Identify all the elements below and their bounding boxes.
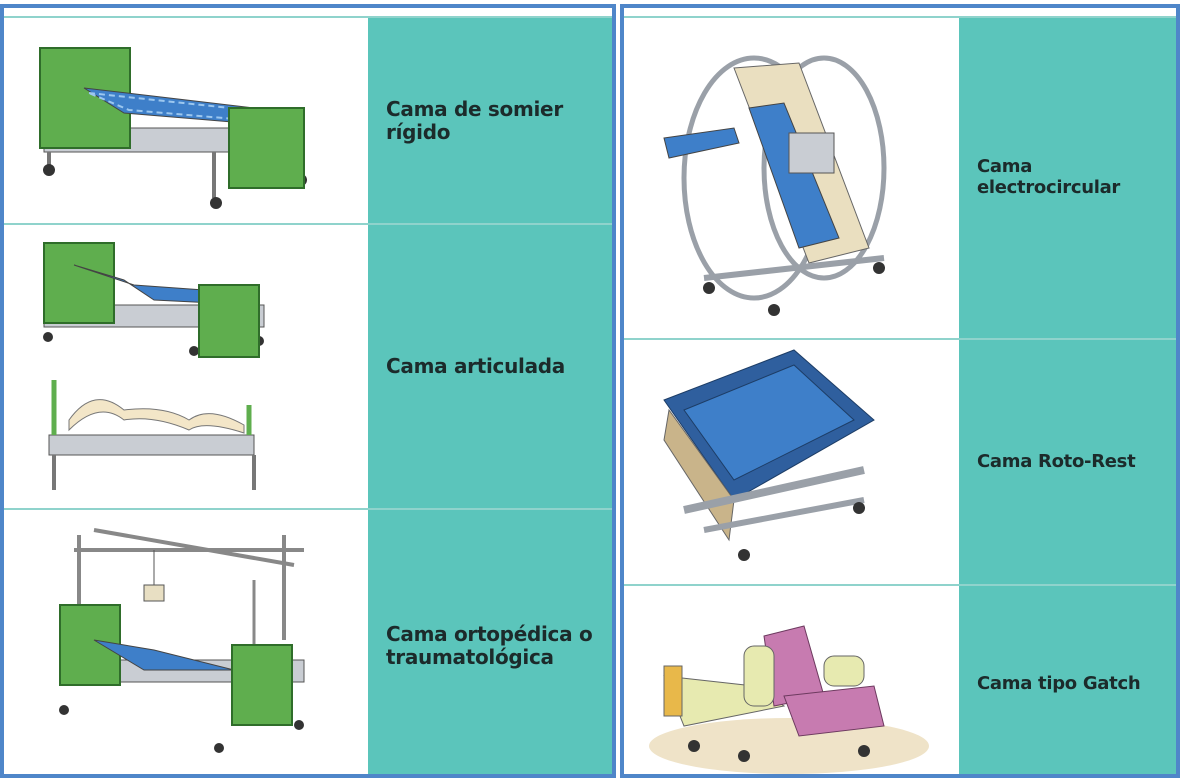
label-cell: Cama articulada [368, 225, 612, 508]
label-cell: Cama electrocircular [959, 18, 1176, 338]
right-panel: Cama electrocircular Cama Roto-Rest [620, 4, 1180, 778]
table-row: Cama de somier rígido [4, 16, 612, 223]
illustration [4, 225, 366, 508]
illustration [4, 510, 366, 774]
bed-label: Cama articulada [386, 354, 566, 378]
bed-label: Cama electrocircular [977, 156, 1120, 198]
bed-illustration [59, 528, 305, 753]
bed-illustration [663, 55, 887, 316]
label-cell: Cama Roto-Rest [959, 340, 1176, 584]
table-row: Cama ortopédica o traumatológica [4, 508, 612, 774]
bed-label: Cama Roto-Rest [977, 450, 1136, 472]
illustration [4, 18, 366, 223]
bed-illustration [649, 625, 929, 774]
table-row: Cama electrocircular [624, 16, 1176, 338]
label-cell: Cama ortopédica o traumatológica [368, 510, 612, 774]
bed-label: Cama ortopédica o traumatológica [386, 622, 593, 669]
table-row: Cama Roto-Rest [624, 338, 1176, 584]
bed-illustration [663, 349, 875, 561]
illustration [624, 18, 957, 338]
left-panel: Cama de somier rígido Cama articulada [0, 4, 616, 778]
table-row: Cama articulada [4, 223, 612, 508]
bed-illustration [39, 47, 307, 209]
label-cell: Cama tipo Gatch [959, 586, 1176, 774]
illustration [624, 586, 957, 774]
bed-label: Cama de somier rígido [386, 96, 563, 144]
label-cell: Cama de somier rígido [368, 18, 612, 223]
bed-illustration [43, 242, 265, 490]
bed-label: Cama tipo Gatch [977, 672, 1141, 694]
illustration [624, 340, 957, 584]
table-row: Cama tipo Gatch [624, 584, 1176, 774]
